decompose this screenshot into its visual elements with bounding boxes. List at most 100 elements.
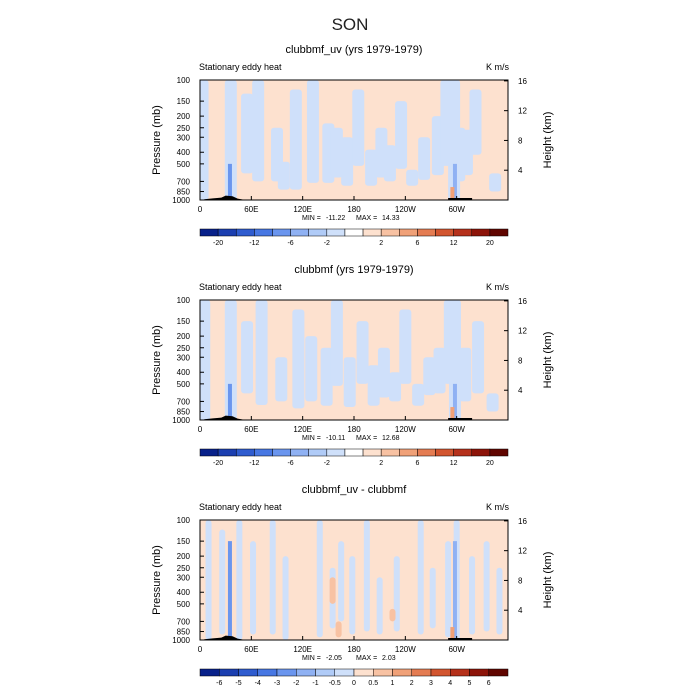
x-tick-label: 120W [395, 425, 416, 434]
negative-region [255, 300, 268, 406]
colorbar-label: -0.5 [329, 680, 341, 687]
contour-field [200, 80, 508, 200]
min-label: MIN = [302, 215, 321, 222]
y-tick-label: 300 [177, 573, 191, 582]
x-tick-label: 0 [198, 425, 203, 434]
min-value: -11.22 [326, 215, 345, 222]
colorbar-label: -5 [235, 680, 241, 687]
negative-region [395, 101, 408, 169]
y-tick-label: 850 [177, 628, 191, 637]
negative-region [250, 541, 257, 635]
colorbar-label: 6 [487, 680, 491, 687]
negative-region [483, 541, 490, 632]
negative-region [469, 89, 482, 155]
colorbar-box [453, 448, 473, 457]
x-tick-label: 120W [395, 205, 416, 214]
y-right-tick-label: 16 [518, 297, 527, 306]
x-tick-label: 120E [293, 205, 312, 214]
negative-region [275, 357, 288, 402]
colorbar-label: -4 [255, 680, 261, 687]
panel-left-label: Stationary eddy heat [199, 502, 282, 512]
y-tick-label: 100 [177, 76, 191, 85]
negative-region [320, 347, 333, 406]
colorbar-box [362, 228, 382, 237]
panel-left-label: Stationary eddy heat [199, 62, 282, 72]
negative-region [224, 80, 237, 200]
y-tick-label: 400 [177, 588, 191, 597]
colorbar-box [290, 448, 309, 457]
x-tick-label: 60W [448, 425, 465, 434]
colorbar-box [326, 448, 346, 457]
y-tick-label: 250 [177, 344, 191, 353]
negative-region [330, 300, 343, 386]
colorbar-box [315, 668, 335, 677]
colorbar-label: 4 [448, 680, 452, 687]
y-tick-label: 500 [177, 160, 191, 169]
colorbar-label: -20 [213, 240, 223, 247]
y-tick-label: 400 [177, 368, 191, 377]
colorbar-box [417, 228, 436, 237]
negative-region [338, 541, 345, 622]
colorbar-box [435, 448, 454, 457]
negative-region [365, 149, 378, 186]
colorbar-box [290, 228, 309, 237]
colorbar-box [344, 448, 364, 457]
x-tick-label: 0 [198, 205, 203, 214]
colorbar-label: 20 [486, 240, 494, 247]
topography [448, 418, 473, 420]
topography [204, 195, 245, 200]
y-right-tick-label: 4 [518, 166, 523, 175]
colorbar-label: 1 [391, 680, 395, 687]
colorbar-box [199, 668, 220, 677]
colorbar-box [308, 448, 328, 457]
colorbar: -6 -5 -4 -3 -2 -1 -0.5 0 0.5 1 2 3 4 5 6 [199, 668, 509, 687]
y-tick-label: 700 [177, 177, 191, 186]
negative-region [496, 567, 503, 635]
colorbar-box [471, 448, 491, 457]
negative-region [224, 300, 237, 420]
colorbar-box [272, 448, 291, 457]
y-axis-title: Pressure (mb) [151, 325, 163, 395]
colorbar-box [217, 228, 237, 237]
negative-region [423, 357, 436, 396]
negative-region [429, 567, 436, 629]
y-right-axis-title: Height (km) [542, 552, 554, 609]
colorbar-box [257, 668, 278, 677]
max-value: 14.33 [382, 215, 400, 222]
colorbar-box [392, 668, 412, 677]
panel-right-label: K m/s [486, 282, 510, 292]
colorbar-label: -12 [249, 460, 259, 467]
negative-region [316, 520, 323, 638]
colorbar-box [296, 668, 316, 677]
negative-region [489, 173, 502, 192]
colorbar-box [450, 668, 470, 677]
max-label: MAX = [356, 435, 377, 442]
negative-region [417, 520, 424, 635]
colorbar-label: 0 [352, 680, 356, 687]
colorbar-label: 20 [486, 460, 494, 467]
positive-feature [335, 621, 342, 638]
panel-2: clubbmf (yrs 1979-1979) Stationary eddy h… [151, 264, 554, 467]
figure-title: SON [332, 15, 369, 34]
y-right-axis-title: Height (km) [542, 112, 554, 169]
y-right-tick-label: 4 [518, 606, 523, 615]
colorbar-box [469, 668, 489, 677]
strong-feature [227, 541, 232, 640]
colorbar-label: 2 [410, 680, 414, 687]
colorbar-box [276, 668, 297, 677]
contour-field [200, 300, 508, 420]
negative-region [200, 80, 209, 200]
negative-region [448, 300, 461, 420]
colorbar-box [344, 228, 364, 237]
topography [204, 415, 245, 420]
y-tick-label: 200 [177, 112, 191, 121]
x-tick-label: 180 [347, 205, 361, 214]
max-label: MAX = [356, 655, 377, 662]
y-axis-title: Pressure (mb) [151, 105, 163, 175]
negative-region [406, 169, 419, 186]
min-value: -10.11 [326, 435, 345, 442]
y-tick-label: 500 [177, 380, 191, 389]
colorbar-box [380, 228, 400, 237]
colorbar-box [326, 228, 346, 237]
